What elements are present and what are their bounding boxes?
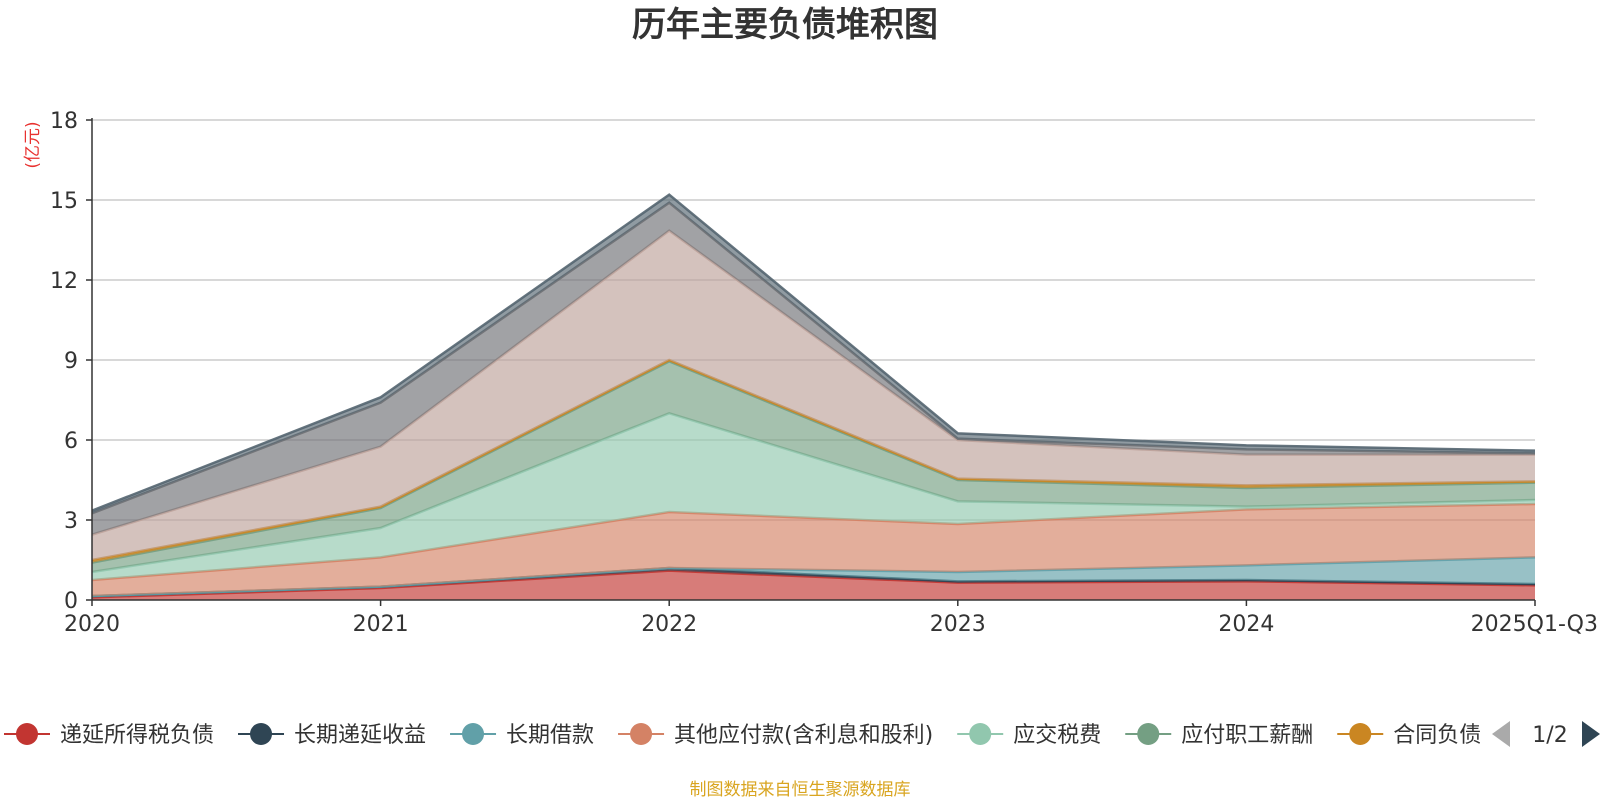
legend-pager: 1/2 — [1492, 721, 1600, 748]
x-tick-label: 2025Q1-Q3 — [1471, 612, 1598, 637]
legend-item-6[interactable]: 应付职工薪酬 — [1125, 723, 1313, 748]
y-tick-label: 12 — [50, 269, 78, 294]
legend-circle-icon — [250, 723, 273, 745]
legend-circle-icon — [462, 723, 485, 745]
axes: 0 3 6 9 12 15 18 2020 2021 2022 2023 2024 2025Q1-Q3 — [50, 109, 1598, 637]
area-series — [91, 193, 1536, 600]
legend-circle-icon — [1137, 723, 1160, 745]
legend-label: 应付职工薪酬 — [1181, 723, 1313, 748]
legend-label: 长期递延收益 — [294, 723, 426, 748]
legend-label: 应交税费 — [1013, 723, 1101, 748]
legend-label: 递延所得税负债 — [60, 723, 214, 748]
y-tick-label: 9 — [64, 349, 78, 374]
legend-next-page-icon[interactable] — [1582, 721, 1600, 747]
y-axis-unit-label: (亿元) — [23, 121, 43, 168]
area-series-1 — [92, 570, 1535, 600]
y-tick-label: 18 — [50, 109, 78, 134]
legend-prev-page-icon[interactable] — [1492, 721, 1510, 747]
legend-item-1[interactable]: 递延所得税负债 — [4, 723, 214, 748]
legend-item-4[interactable]: 其他应付款(含利息和股利) — [618, 723, 933, 748]
legend: 递延所得税负债 长期递延收益 长期借款 其他应付款(含利息和股利) 应交税费 应付职工薪酬… — [4, 723, 1481, 748]
legend-item-7[interactable]: 合同负债 — [1337, 723, 1481, 748]
legend-label: 合同负债 — [1393, 723, 1481, 748]
series-line-8 — [91, 229, 1535, 536]
legend-page-indicator: 1/2 — [1532, 723, 1567, 748]
legend-circle-icon — [969, 723, 992, 745]
legend-label: 其他应付款(含利息和股利) — [674, 723, 933, 748]
x-tick-label: 2020 — [64, 612, 120, 637]
area-series-4 — [92, 504, 1535, 596]
x-tick-label: 2023 — [930, 612, 986, 637]
y-tick-label: 15 — [50, 189, 78, 214]
data-source-note: 制图数据来自恒生聚源数据库 — [690, 780, 911, 800]
legend-circle-icon — [16, 723, 38, 745]
legend-item-5[interactable]: 应交税费 — [957, 723, 1101, 748]
legend-item-2[interactable]: 长期递延收益 — [238, 723, 426, 748]
area-series-5 — [92, 413, 1535, 580]
chart-title: 历年主要负债堆积图 — [632, 5, 938, 45]
legend-item-3[interactable]: 长期借款 — [450, 723, 594, 748]
x-tick-label: 2024 — [1218, 612, 1274, 637]
x-tick-label: 2022 — [641, 612, 697, 637]
y-tick-label: 0 — [64, 589, 78, 614]
y-tick-label: 3 — [64, 509, 78, 534]
area-series-8 — [92, 230, 1535, 560]
x-tick-label: 2021 — [353, 612, 409, 637]
legend-label: 长期借款 — [506, 723, 594, 748]
legend-circle-icon — [1349, 723, 1372, 745]
y-tick-label: 6 — [64, 429, 78, 454]
legend-circle-icon — [630, 723, 653, 745]
series-line-10 — [91, 193, 1536, 512]
